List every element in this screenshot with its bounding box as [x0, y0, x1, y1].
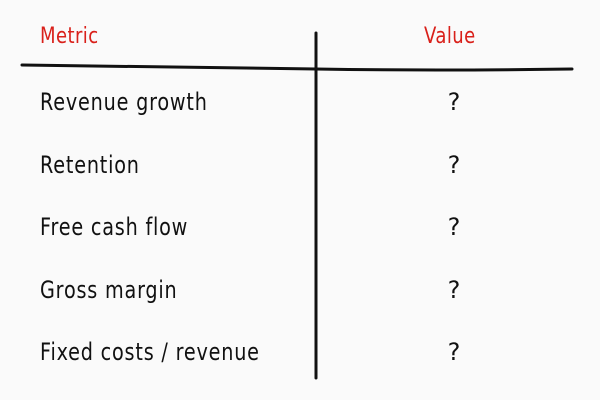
- value-cell: ?: [447, 276, 461, 304]
- value-cell: ?: [447, 88, 461, 116]
- metric-cell: Retention: [40, 151, 140, 179]
- metric-cell: Fixed costs / revenue: [40, 338, 260, 366]
- header-divider: [20, 63, 574, 72]
- value-cell: ?: [447, 213, 461, 241]
- metric-cell: Gross margin: [40, 276, 178, 304]
- metric-cell: Free cash flow: [40, 213, 189, 241]
- metric-cell: Revenue growth: [40, 88, 208, 116]
- header-value: Value: [424, 24, 476, 49]
- value-cell: ?: [447, 151, 461, 179]
- value-cell: ?: [447, 338, 461, 366]
- header-metric: Metric: [40, 24, 99, 49]
